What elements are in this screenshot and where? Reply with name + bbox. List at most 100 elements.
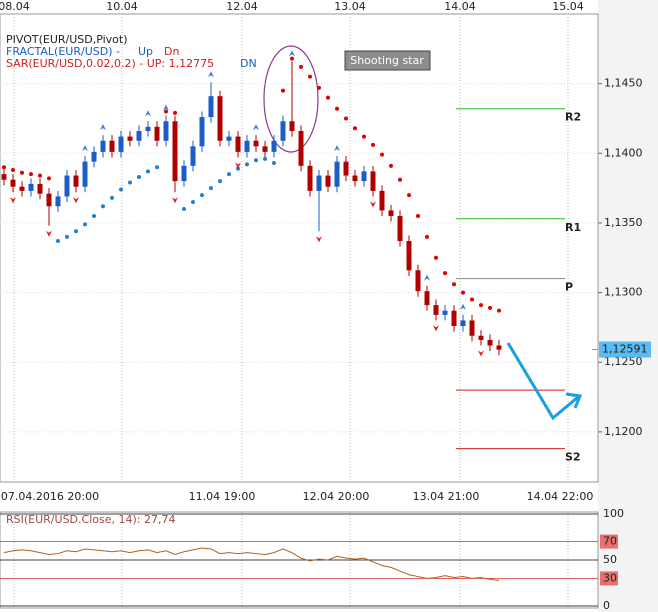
rsi-tick-label: 50 <box>603 553 617 566</box>
fractal-up <box>163 104 169 111</box>
candle-body <box>226 136 232 141</box>
candle-body <box>496 345 502 350</box>
candle-body <box>469 320 475 336</box>
candle-body <box>199 117 205 147</box>
top-date-label: 15.04 <box>552 0 584 13</box>
sar-dot <box>317 85 321 90</box>
pivot-label: R2 <box>565 111 581 124</box>
candle-body <box>208 96 214 118</box>
sar-dot <box>200 193 204 198</box>
sar-dot <box>110 195 114 200</box>
sar-dot <box>434 255 438 260</box>
sar-dot <box>272 161 276 166</box>
annotation: Shooting star <box>350 54 424 67</box>
rsi-tick-label: 70 <box>603 535 617 548</box>
fractal-dn <box>172 197 178 204</box>
forecast-arrow <box>506 342 579 421</box>
sar-dot <box>371 142 375 147</box>
top-date-label: 08.04 <box>0 0 30 13</box>
sar-dot <box>101 204 105 209</box>
rsi-tick-bg <box>600 534 618 549</box>
sar-dot <box>452 282 456 287</box>
pivot-label: S2 <box>565 451 581 464</box>
fractal-up <box>253 124 259 131</box>
fractal-up <box>424 274 430 281</box>
candle-body <box>91 151 97 162</box>
sar-dot <box>29 172 33 177</box>
candle-body <box>154 126 160 141</box>
fractal-dn <box>235 162 241 169</box>
sar-dot <box>164 109 168 114</box>
sar-dot <box>380 152 384 157</box>
sar-dot <box>218 179 222 184</box>
candle-body <box>28 183 34 191</box>
top-date-label: 13.04 <box>334 0 366 13</box>
sar-dot <box>344 116 348 121</box>
candle-body <box>46 193 52 207</box>
candle-body <box>10 179 16 187</box>
candle-body <box>361 171 367 182</box>
legend-sar-dn: DN <box>240 57 257 70</box>
candle-body <box>316 175 322 191</box>
candle-body <box>82 161 88 187</box>
axis-panel <box>598 0 658 612</box>
sar-dot <box>20 170 24 175</box>
candle-body <box>289 121 295 131</box>
fractal-up <box>145 110 151 117</box>
candle-body <box>64 175 70 197</box>
last-price-label: 1,12591 <box>602 343 648 356</box>
sar-dot <box>119 187 123 192</box>
candle-body <box>370 171 376 191</box>
last-price-box <box>599 341 651 358</box>
candle-body <box>109 140 115 152</box>
sar-dot <box>155 165 159 170</box>
candle-body <box>262 146 268 152</box>
y-tick-label: 1,1200 <box>604 425 643 438</box>
candle-body <box>19 186 25 191</box>
legend-fractal-up: Up <box>138 45 153 58</box>
candle-body <box>388 210 394 216</box>
top-date-label: 14.04 <box>444 0 476 13</box>
sar-dot <box>353 126 357 131</box>
legend-sar: SAR(EUR/USD,0.02,0.2) - UP: 1,12775 <box>6 57 214 70</box>
pivot-label: R1 <box>565 221 581 234</box>
candle-body <box>37 183 43 194</box>
sar-dot <box>191 200 195 205</box>
sar-dot <box>281 88 285 93</box>
sar-dot <box>497 308 501 313</box>
sar-dot <box>290 56 294 61</box>
candle-body <box>100 140 106 152</box>
fractal-up <box>208 71 214 78</box>
candle-body <box>334 161 340 187</box>
sar-dot <box>416 213 420 218</box>
rsi-tick-label: 0 <box>603 599 610 612</box>
candle-body <box>442 310 448 315</box>
rsi-tick-label: 30 <box>603 571 617 584</box>
candle-body <box>406 241 412 271</box>
fractal-up <box>460 303 466 310</box>
candle-body <box>244 140 250 152</box>
sar-dot <box>461 290 465 295</box>
sar-dot <box>443 271 447 276</box>
sar-dot <box>74 229 78 234</box>
candle-body <box>379 190 385 211</box>
sar-dot <box>56 239 60 244</box>
candle-body <box>325 175 331 187</box>
candle-body <box>73 175 79 187</box>
candle-body <box>415 270 421 292</box>
legend-fractal-dn: Dn <box>164 45 179 58</box>
sar-dot <box>128 180 132 185</box>
sar-dot <box>254 158 258 163</box>
top-date-label: 12.04 <box>226 0 258 13</box>
fractal-dn <box>370 201 376 208</box>
fractal-dn <box>433 325 439 332</box>
sar-dot <box>38 173 42 178</box>
rsi-tick-label: 100 <box>603 507 624 520</box>
legend-pivot: PIVOT(EUR/USD,Pivot) <box>6 33 128 46</box>
sar-dot <box>488 305 492 310</box>
candle-body <box>271 140 277 152</box>
sar-dot <box>236 166 240 171</box>
candle-body <box>433 305 439 315</box>
